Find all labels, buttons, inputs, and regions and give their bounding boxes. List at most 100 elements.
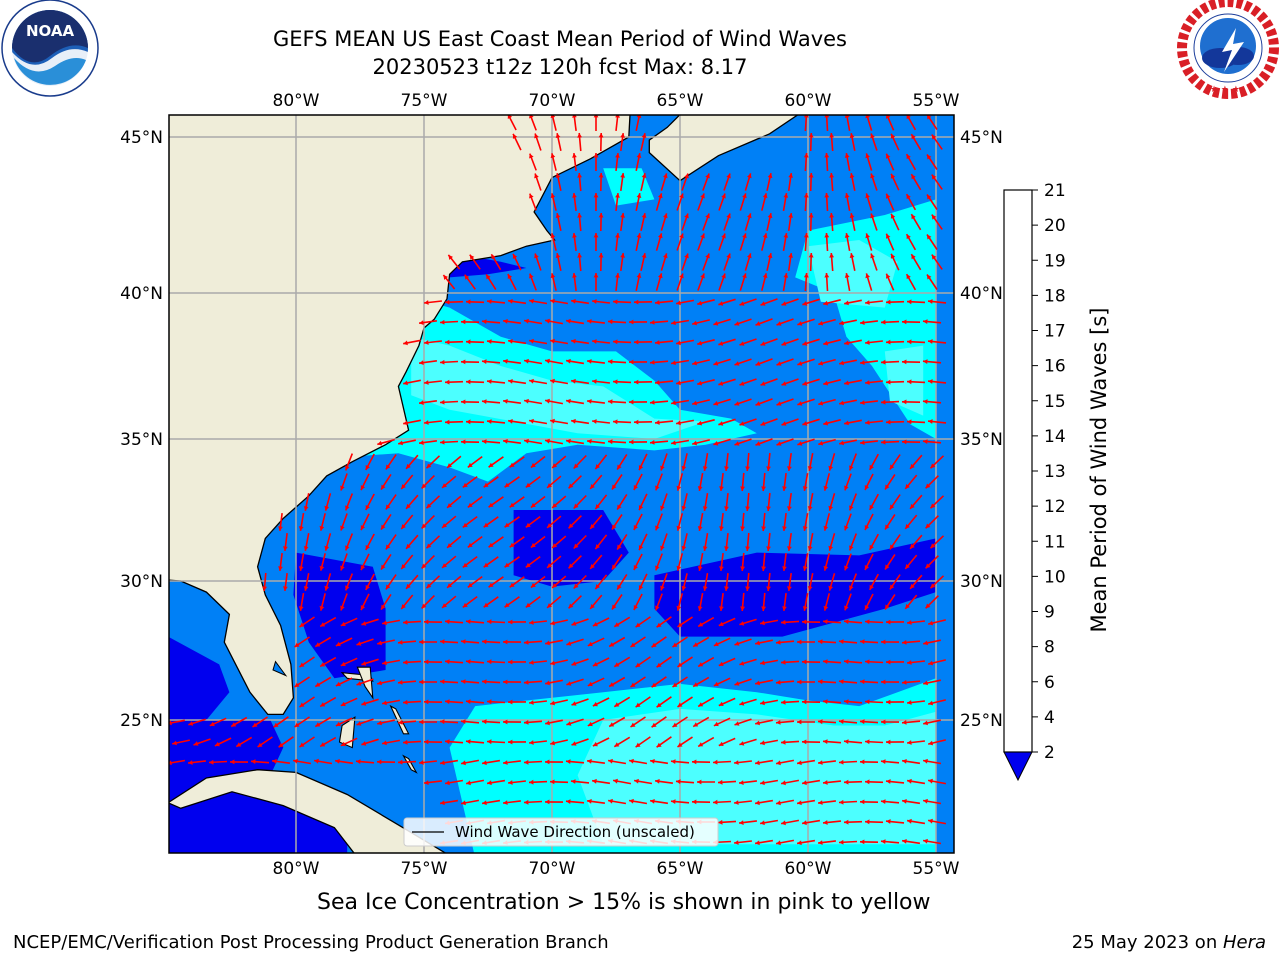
direction-arrow [713,717,731,727]
direction-arrow [781,338,799,346]
direction-arrow [613,696,631,708]
direction-arrow [381,739,401,746]
direction-arrow [801,779,821,786]
direction-arrow [462,555,478,569]
direction-arrow [467,535,483,549]
direction-arrow [824,192,830,212]
direction-arrow [910,253,922,271]
direction-arrow [761,552,766,572]
direction-arrow [734,638,752,646]
direction-arrow [570,418,590,425]
direction-arrow [570,298,590,305]
direction-arrow [592,697,610,707]
direction-arrow [365,493,375,511]
direction-arrow [397,759,417,765]
direction-arrow [361,738,379,746]
direction-arrow [754,839,774,846]
direction-arrow [868,493,880,511]
direction-arrow [593,273,599,291]
direction-arrow [759,699,779,706]
direction-arrow [465,779,485,786]
direction-arrow [676,593,684,611]
direction-arrow [802,298,820,306]
direction-arrow [549,378,569,385]
direction-arrow [424,380,442,385]
direction-arrow [824,232,830,252]
direction-arrow [926,115,938,130]
direction-arrow [502,399,522,404]
lon-label-top: 60°W [785,91,832,111]
direction-arrow [507,299,527,305]
direction-arrow [818,398,836,406]
direction-arrow [530,495,546,509]
direction-arrow [755,719,773,726]
direction-arrow [385,454,397,470]
direction-arrow [776,438,794,446]
direction-arrow [523,680,543,685]
direction-arrow [864,619,884,625]
direction-arrow [462,595,478,609]
direction-arrow [525,475,541,489]
direction-arrow [885,379,905,385]
direction-arrow [425,535,441,549]
direction-arrow [713,398,731,406]
direction-arrow [573,574,587,590]
direction-arrow [356,678,374,686]
direction-arrow [889,454,901,470]
direction-arrow [502,359,522,364]
direction-arrow [691,799,711,805]
direction-arrow [460,359,480,365]
map-subtitle: 20230523 t12z 120h fcst Max: 8.17 [372,55,748,79]
direction-arrow [418,440,438,445]
direction-arrow [734,438,752,446]
direction-arrow [273,716,289,728]
direction-arrow [250,759,270,764]
direction-arrow [868,573,880,591]
direction-arrow [400,594,414,610]
direction-arrow [483,596,499,608]
direction-arrow [299,656,315,668]
direction-arrow [807,533,814,551]
direction-arrow [504,516,520,528]
direction-arrow [361,698,379,706]
direction-arrow [340,473,348,491]
direction-arrow [656,656,672,668]
direction-arrow [870,173,878,191]
direction-arrow [592,299,610,304]
direction-arrow [884,554,896,570]
direction-arrow [523,640,543,645]
direction-arrow [608,716,626,728]
direction-arrow [444,339,464,345]
direction-arrow [886,115,895,131]
footer-date-text: 25 May 2023 on [1071,932,1223,953]
legend-label: Wind Wave Direction (unscaled) [455,823,695,841]
direction-arrow [713,637,731,647]
direction-arrow [880,719,900,725]
direction-arrow [283,533,288,551]
direction-arrow [465,339,485,345]
direction-arrow [638,493,648,511]
direction-arrow [467,575,483,589]
direction-arrow [848,453,858,471]
direction-arrow [365,573,375,591]
direction-arrow [745,572,750,592]
direction-arrow [616,533,628,551]
direction-arrow [529,115,537,131]
direction-arrow [423,619,443,625]
map-frame [168,114,955,854]
direction-arrow [534,133,542,151]
direction-arrow [677,696,693,708]
direction-arrow [713,318,731,326]
colorbar-tick-label: 11 [1044,532,1066,552]
direction-arrow [381,619,401,626]
direction-arrow [635,736,651,748]
direction-arrow [822,659,842,664]
direction-arrow [904,554,918,570]
direction-arrow [754,759,774,766]
direction-arrow [421,595,435,609]
direction-arrow [611,594,623,610]
direction-arrow [797,358,815,366]
direction-arrow [675,779,695,785]
direction-arrow [615,193,620,211]
direction-arrow [424,340,442,345]
